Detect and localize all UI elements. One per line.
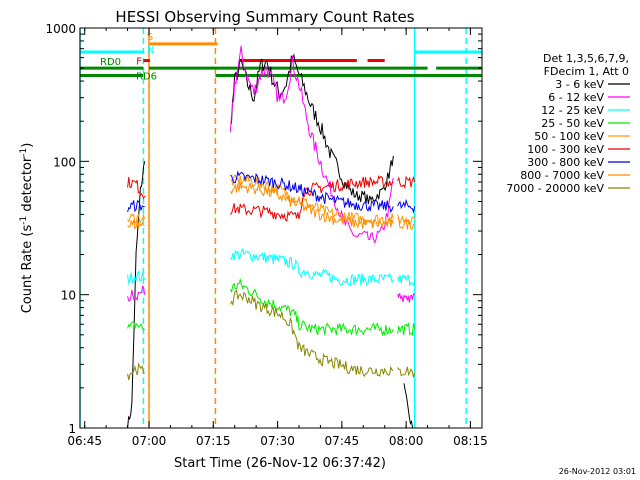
legend-entry-label: 100 - 300 keV [527, 143, 604, 156]
footer-timestamp: 26-Nov-2012 03:01 [559, 467, 636, 476]
flag-label-f: F [136, 57, 142, 68]
series-line-0 [230, 53, 394, 205]
y-axis-label: Count Rate (s-1 detector-1) [19, 143, 35, 314]
series-line-2 [230, 247, 394, 287]
legend-entry-label: 800 - 7000 keV [520, 169, 604, 182]
x-tick-label: 07:45 [325, 434, 360, 448]
legend-header: FDecim 1, Att 0 [544, 65, 629, 78]
flag-label-rd6: RD6 [136, 72, 157, 83]
x-axis-ticks: 06:45 07:00 07:15 07:30 07:45 08:00 08:15 [67, 28, 488, 448]
series-line-5 [397, 175, 416, 190]
y-tick-label: 100 [53, 155, 76, 169]
series-line-1 [229, 45, 394, 244]
x-axis-label: Start Time (26-Nov-12 06:37:42) [174, 456, 386, 471]
series-line-3 [229, 277, 394, 337]
series-line-4 [230, 174, 394, 227]
series-line-6 [127, 200, 145, 213]
y-label-part: detector [20, 156, 35, 216]
series-line-0 [127, 161, 146, 429]
legend-entry-label: 12 - 25 keV [541, 104, 604, 117]
series-line-1 [127, 284, 146, 302]
legend-header: Det 1,3,5,6,7,9, [543, 52, 629, 65]
chart-title: HESSI Observing Summary Count Rates [115, 8, 414, 26]
flag-label-s: S [147, 32, 153, 43]
legend: Det 1,3,5,6,7,9,FDecim 1, Att 03 - 6 keV… [506, 52, 630, 195]
x-tick-label: 07:15 [196, 434, 231, 448]
series-line-8 [397, 366, 416, 378]
legend-entry-label: 50 - 100 keV [534, 130, 604, 143]
y-label-superscript: -1 [19, 216, 29, 225]
x-tick-label: 08:00 [389, 434, 424, 448]
series-line-6 [230, 170, 394, 214]
y-tick-label: 10 [61, 289, 76, 303]
y-tick-label: 1 [68, 422, 76, 436]
plot-area: RD0 RD6 SNF [79, 28, 482, 429]
y-axis-ticks: 1 10 100 1000 [45, 22, 482, 436]
y-tick-label: 1000 [45, 22, 76, 36]
x-tick-label: 07:30 [260, 434, 295, 448]
series-line-8 [127, 362, 145, 381]
series-line-1 [397, 293, 415, 303]
flag-label-n: N [147, 45, 154, 56]
legend-entry-label: 6 - 12 keV [548, 91, 604, 104]
series-line-2 [127, 270, 146, 286]
y-label-superscript: -1 [19, 148, 29, 157]
x-tick-label: 07:00 [132, 434, 167, 448]
plot-frame [79, 27, 483, 429]
series-line-8 [229, 289, 394, 378]
series-line-7 [127, 219, 145, 230]
series-line-2 [397, 273, 416, 287]
x-tick-label: 08:15 [453, 434, 488, 448]
series-line-6 [397, 198, 416, 214]
series-line-5 [230, 175, 394, 222]
legend-entry-label: 25 - 50 keV [541, 117, 604, 130]
series-line-5 [127, 176, 146, 200]
y-label-part: Count Rate (s [20, 225, 35, 314]
series-line-0 [403, 383, 414, 429]
legend-entry-label: 300 - 800 keV [527, 156, 604, 169]
y-label-part: ) [20, 143, 35, 148]
series-line-7 [229, 182, 394, 229]
x-tick-label: 06:45 [67, 434, 102, 448]
series-line-3 [397, 322, 416, 337]
legend-entry-label: 3 - 6 keV [555, 78, 604, 91]
series-line-3 [127, 321, 145, 331]
series-line-7 [397, 216, 415, 230]
series-line-4 [127, 213, 146, 225]
legend-entry-label: 7000 - 20000 keV [506, 182, 604, 195]
flag-label-rd0: RD0 [100, 57, 121, 68]
